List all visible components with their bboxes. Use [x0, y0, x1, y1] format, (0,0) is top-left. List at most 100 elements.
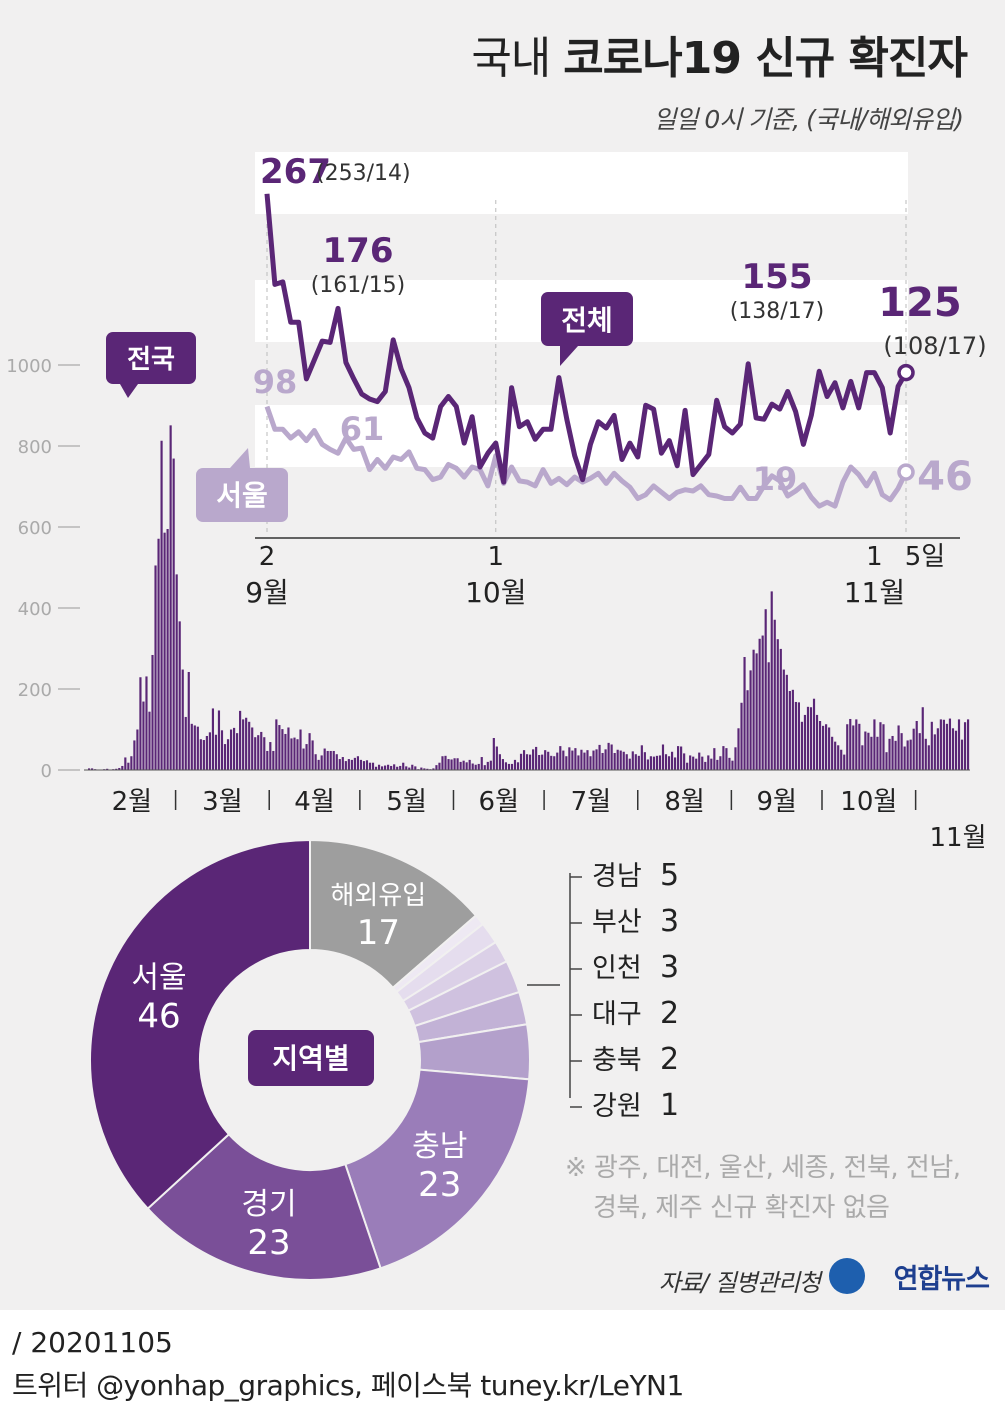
total-data-detail: (138/17): [730, 299, 825, 324]
nationwide-bar: [945, 723, 949, 770]
nationwide-bar: [846, 724, 849, 770]
nationwide-bar: [538, 755, 541, 770]
nationwide-bar: [936, 728, 939, 770]
nationwide-bar: [181, 669, 184, 770]
nationwide-bar: [296, 739, 299, 770]
legend-region-value: 2: [660, 1042, 679, 1077]
nationwide-bar: [456, 758, 459, 770]
nationwide-bar: [130, 756, 133, 770]
total-line: [264, 193, 909, 485]
y-tick-label: 400: [18, 599, 52, 620]
nationwide-bar: [522, 750, 526, 770]
social-line[interactable]: 트위터 @yonhap_graphics, 페이스북 tuney.kr/LeYN…: [12, 1369, 684, 1402]
nationwide-bar: [680, 746, 683, 770]
nationwide-bar: [444, 755, 447, 770]
nationwide-bar: [535, 746, 538, 770]
nationwide-bar: [420, 767, 423, 770]
nationwide-bar: [888, 738, 891, 770]
nationwide-bar: [356, 756, 359, 770]
nationwide-bar: [604, 749, 607, 770]
inset-x-tick-day: 1: [488, 542, 505, 572]
nationwide-bar: [770, 591, 773, 770]
legend-region-value: 5: [660, 858, 679, 893]
nationwide-bar: [812, 698, 816, 770]
nationwide-bar: [583, 752, 586, 770]
nationwide-bar: [670, 751, 674, 770]
total-data-detail: (253/14): [316, 161, 411, 186]
nationwide-bar: [196, 726, 199, 770]
nationwide-bar: [525, 754, 529, 770]
no-cases-note: ※ 광주, 대전, 울산, 세종, 전북, 전남, 경북, 제주 신규 확진자 없…: [565, 1148, 961, 1228]
nationwide-bar: [136, 729, 139, 770]
nationwide-bar: [737, 728, 740, 770]
total-series-callout-pointer: [560, 346, 578, 366]
nationwide-bar: [743, 657, 746, 770]
nationwide-bar: [220, 730, 224, 770]
nationwide-bar: [202, 740, 205, 770]
title-bold: 코로나19 신규 확진자: [563, 33, 968, 84]
nationwide-bar: [278, 725, 281, 770]
nationwide-bar: [287, 727, 290, 770]
nationwide-bar: [172, 458, 175, 770]
nationwide-bar: [344, 761, 347, 770]
nationwide-bar: [692, 756, 695, 770]
month-label: 7월: [571, 787, 611, 817]
legend-region-name: 강원: [592, 1091, 642, 1122]
nationwide-bar: [882, 724, 885, 770]
nationwide-bar: [245, 717, 248, 770]
y-tick-label: 0: [41, 761, 52, 782]
nationwide-bar: [362, 761, 366, 770]
nationwide-bar: [353, 757, 356, 770]
nationwide-bar: [305, 744, 308, 770]
nationwide-bar: [755, 653, 758, 770]
nationwide-bar: [843, 754, 846, 770]
nationwide-bar: [752, 649, 755, 770]
region-label-box: [248, 1030, 374, 1086]
nationwide-bar: [387, 764, 390, 770]
nationwide-bar: [649, 756, 652, 770]
nationwide-bar: [393, 764, 396, 770]
nationwide-bar: [831, 736, 834, 770]
nationwide-bar: [323, 748, 326, 770]
nationwide-bar: [559, 746, 562, 770]
nationwide-bar: [622, 751, 625, 770]
inset-x-tick-day: 5일: [905, 542, 945, 572]
nationwide-bar: [223, 744, 227, 770]
nationwide-bar: [924, 738, 927, 770]
nationwide-bar: [879, 722, 882, 770]
month-label: 5월: [386, 787, 426, 817]
nationwide-bar: [405, 766, 408, 770]
nationwide-bar: [368, 762, 372, 770]
nationwide-bar: [571, 750, 574, 770]
nationwide-bar: [214, 734, 218, 770]
seoul-data-label: 19: [753, 460, 798, 498]
nationwide-bar: [966, 719, 970, 771]
nationwide-bar: [423, 768, 426, 770]
total-series-callout: [541, 292, 633, 346]
nationwide-bar: [124, 757, 127, 770]
nationwide-bar: [106, 768, 109, 770]
nationwide-bar: [184, 716, 187, 770]
nationwide-bar: [698, 752, 701, 770]
nationwide-bar: [951, 728, 955, 770]
nationwide-bar: [631, 751, 634, 770]
total-data-label: 125: [878, 280, 962, 326]
nationwide-bar: [495, 746, 498, 770]
nationwide-bar: [450, 759, 453, 770]
nationwide-bar: [471, 763, 474, 770]
nationwide-bar: [686, 762, 689, 770]
nationwide-bar: [187, 671, 190, 770]
donut-slice-value: 46: [137, 997, 180, 1037]
nationwide-bar: [447, 759, 450, 770]
nationwide-bar: [513, 759, 517, 771]
nationwide-bar: [840, 749, 843, 770]
nationwide-bar: [906, 740, 909, 770]
nationwide-bar: [486, 761, 489, 770]
nationwide-bar: [825, 724, 828, 770]
nationwide-bar: [501, 759, 504, 770]
note-line-1: ※ 광주, 대전, 울산, 세종, 전북, 전남,: [565, 1153, 961, 1183]
page-subtitle: 일일 0시 기준, (국내/해외유입): [653, 105, 964, 134]
nationwide-bar: [166, 529, 169, 770]
nationwide-bar: [818, 721, 822, 770]
nationwide-bar: [320, 755, 323, 770]
